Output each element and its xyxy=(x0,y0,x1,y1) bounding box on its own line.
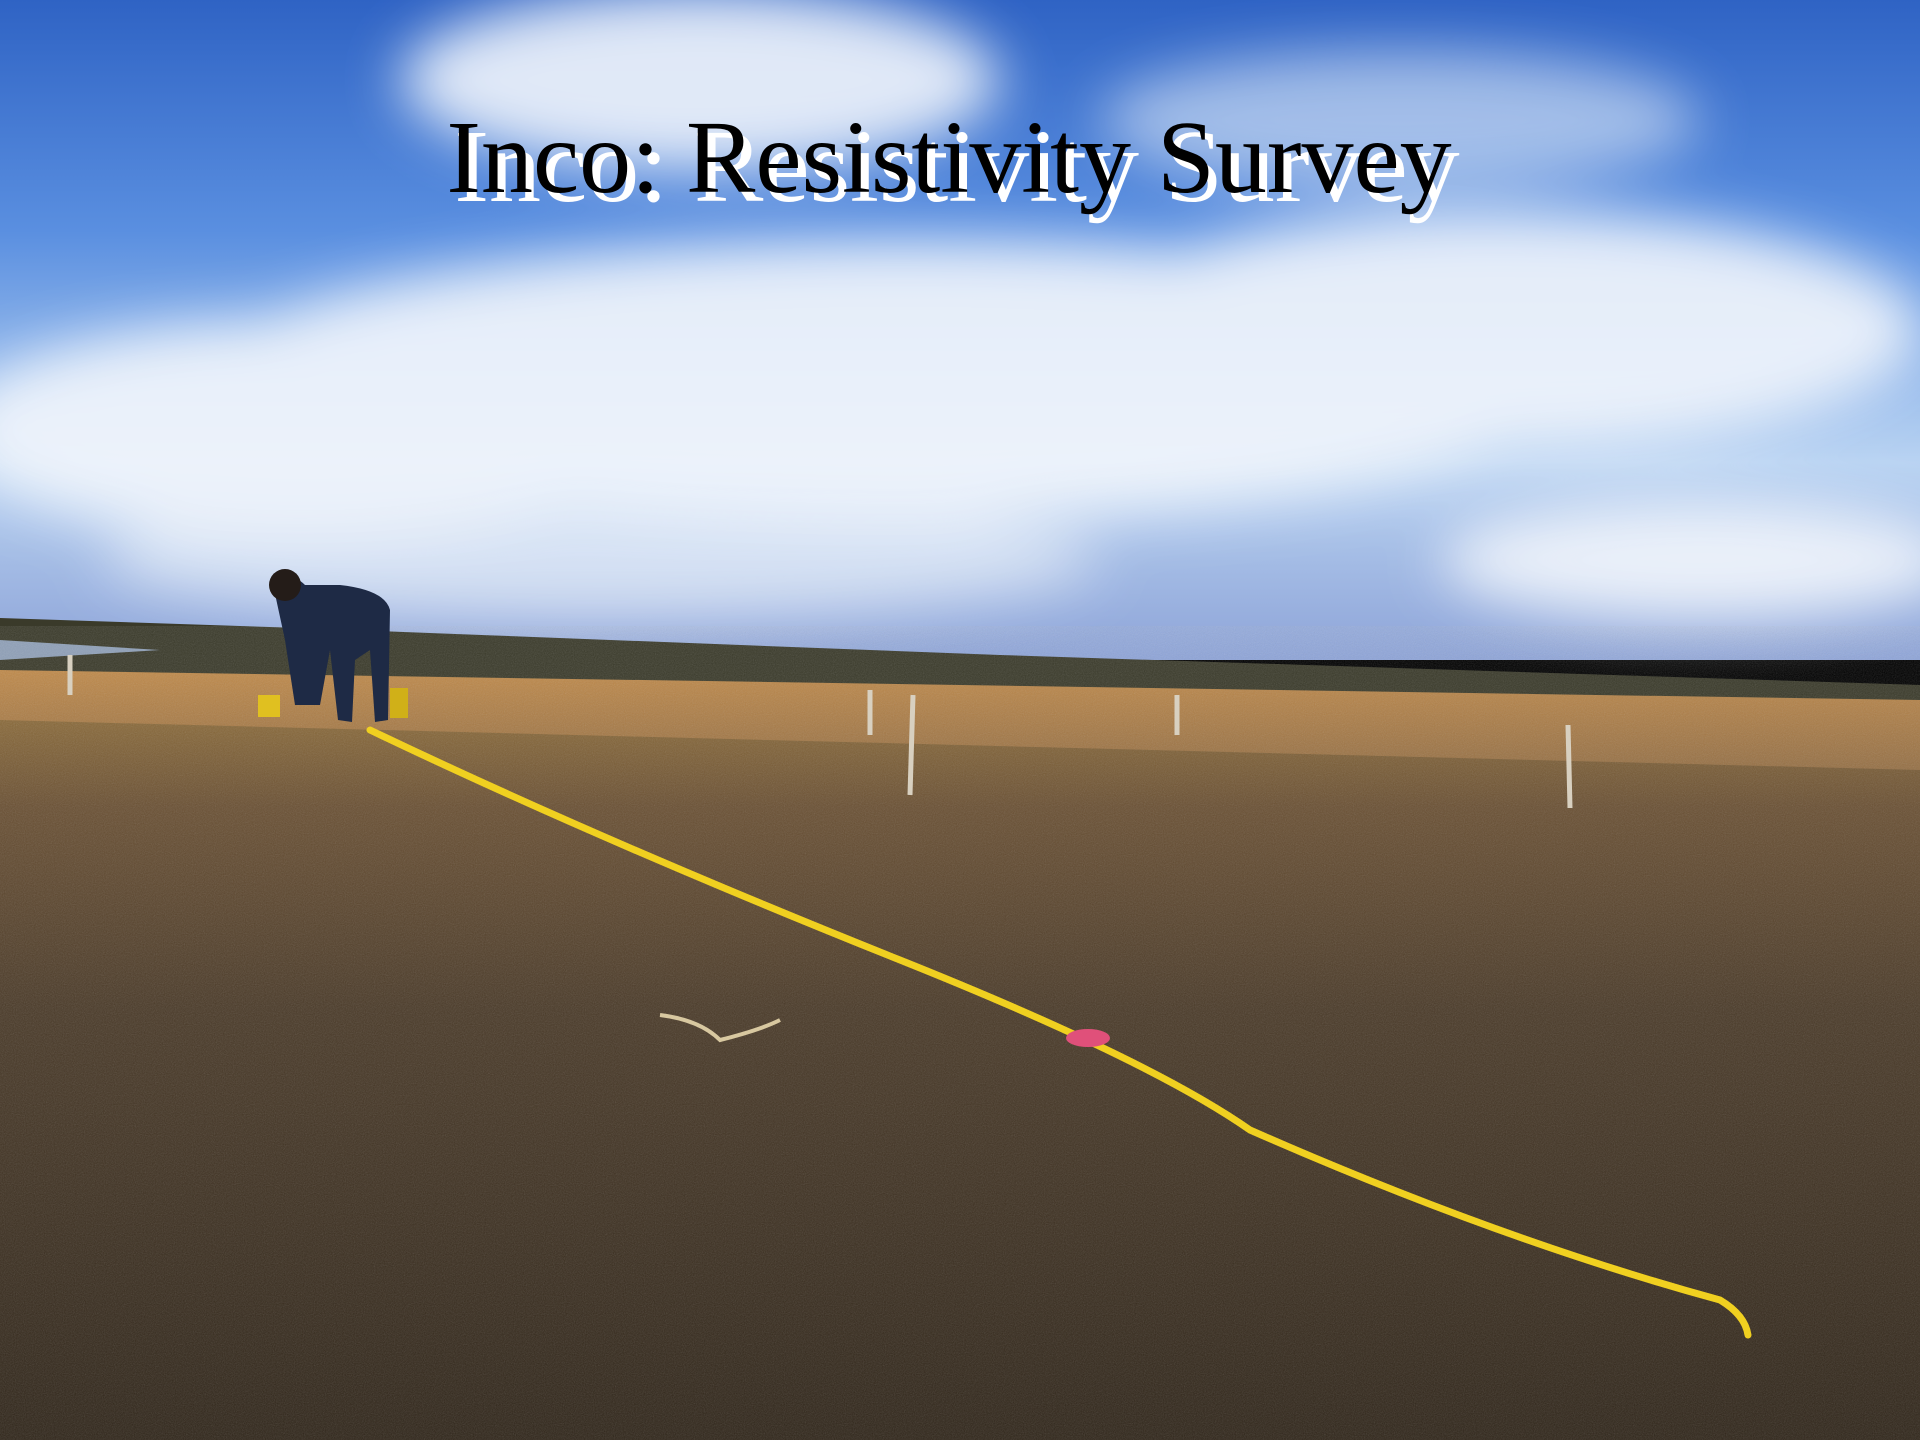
slide: Inco: Resistivity Survey Inco: Resistivi… xyxy=(0,0,1920,1440)
marker-flag xyxy=(1066,1029,1110,1047)
ground-texture xyxy=(0,700,1920,1440)
slide-title: Inco: Resistivity Survey xyxy=(446,100,1451,215)
page: Slide {"header": {"title": "Inco: Resist… xyxy=(0,0,1920,1440)
body: Inco: Resistivity Survey Inco: Resistivi… xyxy=(0,0,1920,1440)
